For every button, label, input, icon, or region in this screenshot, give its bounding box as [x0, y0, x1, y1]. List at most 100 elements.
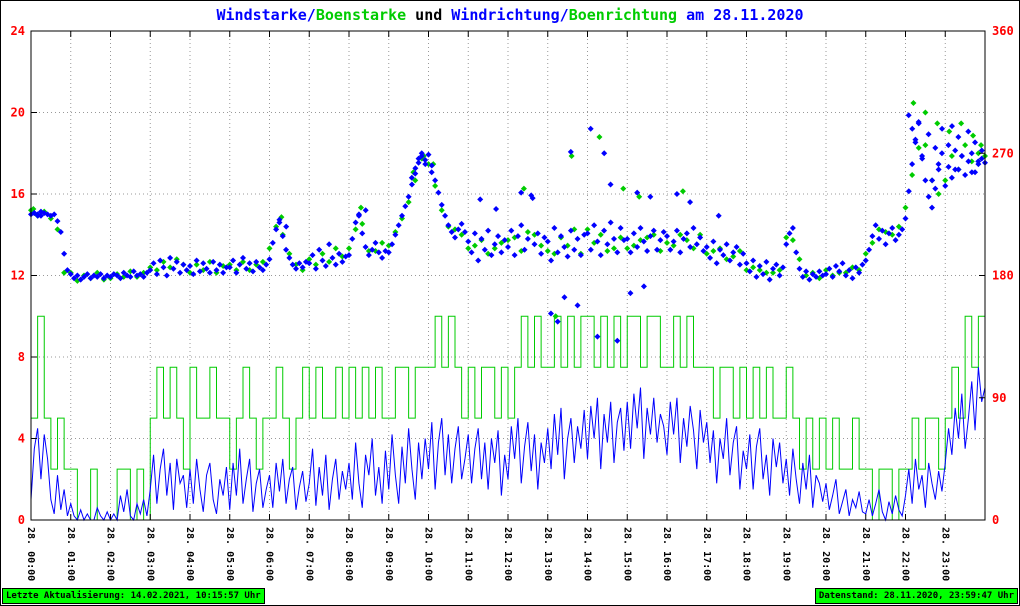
- chart-title-segment: Boenrichtung: [568, 6, 678, 24]
- wind-direction-point: [978, 155, 985, 162]
- wind-direction-point: [309, 252, 316, 259]
- wind-direction-point: [283, 223, 290, 230]
- wind-direction-point: [859, 261, 866, 268]
- wind-direction-point: [922, 177, 929, 184]
- wind-direction-point: [710, 238, 717, 245]
- gust-direction-point: [789, 237, 796, 244]
- wind-direction-point: [97, 271, 104, 278]
- wind-direction-point: [842, 272, 849, 279]
- wind-direction-point: [925, 131, 932, 138]
- wind-direction-point: [505, 243, 511, 250]
- x-axis-label: 28. 10:00: [423, 527, 434, 581]
- wind-direction-point: [548, 257, 555, 264]
- y-axis-label-right: 90: [992, 391, 1006, 405]
- gust-direction-point: [286, 250, 293, 257]
- wind-direction-point: [839, 260, 846, 267]
- wind-direction-point: [905, 112, 912, 119]
- wind-direction-point: [236, 261, 243, 268]
- gust-direction-point: [498, 239, 505, 246]
- wind-direction-point: [783, 241, 790, 248]
- wind-direction-point: [945, 142, 952, 149]
- wind-direction-point: [306, 260, 313, 267]
- wind-direction-point: [929, 177, 936, 184]
- wind-direction-point: [750, 257, 757, 264]
- wind-direction-point: [240, 254, 246, 261]
- gust-direction-point: [902, 204, 909, 211]
- wind-direction-point: [717, 246, 723, 253]
- gust-direction-point: [339, 253, 346, 260]
- wind-direction-point: [700, 248, 707, 255]
- wind-direction-point: [418, 150, 425, 157]
- wind-direction-point: [114, 272, 121, 279]
- wind-direction-point: [362, 243, 369, 250]
- gust-direction-point: [935, 191, 942, 197]
- wind-direction-point: [475, 257, 482, 264]
- x-axis-label: 28. 16:00: [661, 527, 672, 581]
- gust-direction-point: [357, 204, 364, 211]
- y-axis-label-left: 12: [11, 269, 25, 283]
- gust-direction-point: [30, 205, 37, 212]
- wind-direction-point: [919, 155, 926, 162]
- wind-direction-point: [945, 163, 952, 170]
- wind-direction-point: [153, 271, 160, 278]
- y-axis-label-left: 0: [18, 513, 25, 527]
- wind-direction-point: [915, 119, 922, 126]
- wind-direction-point: [753, 273, 760, 280]
- chart-title: Windstarke/Boenstarke und Windrichtung/B…: [1, 6, 1019, 24]
- wind-direction-point: [312, 265, 319, 272]
- wind-direction-point: [389, 241, 396, 248]
- wind-direction-point: [756, 262, 763, 269]
- wind-direction-point: [150, 260, 157, 267]
- wind-direction-point: [326, 241, 333, 248]
- wind-direction-point: [392, 231, 399, 238]
- wind-direction-point: [402, 203, 409, 210]
- wind-direction-point: [869, 233, 876, 240]
- wind-direction-point: [352, 219, 359, 226]
- wind-direction-point: [61, 250, 68, 257]
- wind-direction-point: [952, 166, 959, 173]
- wind-direction-point: [968, 150, 975, 157]
- wind-direction-point: [481, 246, 488, 253]
- wind-direction-point: [574, 235, 581, 242]
- wind-direction-point: [37, 208, 44, 215]
- wind-direction-point: [693, 241, 700, 248]
- y-axis-label-left: 24: [11, 24, 25, 38]
- wind-direction-point: [190, 271, 197, 278]
- wind-direction-point: [935, 166, 942, 173]
- wind-direction-point: [336, 250, 343, 257]
- data-timestamp-label: Datenstand: 28.11.2020, 23:59:47 Uhr: [814, 588, 1018, 604]
- wind-direction-point: [71, 275, 78, 282]
- gust-direction-point: [776, 267, 783, 274]
- wind-direction-point: [31, 210, 38, 217]
- gust-direction-point: [465, 245, 472, 252]
- gust-direction-point: [240, 258, 246, 265]
- gust-direction-point: [677, 231, 684, 238]
- gust-direction-point: [946, 128, 953, 135]
- wind-direction-point: [286, 254, 293, 261]
- wind-direction-point: [899, 226, 906, 233]
- wind-direction-point: [495, 233, 502, 240]
- wind-direction-point: [100, 275, 107, 282]
- wind-direction-point: [160, 264, 167, 271]
- gust-direction-point: [736, 248, 743, 255]
- wind-direction-point: [412, 170, 419, 177]
- wind-direction-point: [117, 275, 124, 282]
- wind-direction-point: [143, 269, 150, 276]
- wind-direction-point: [574, 302, 581, 309]
- wind-direction-point: [379, 254, 386, 261]
- wind-direction-point: [799, 273, 806, 280]
- wind-direction-point: [233, 269, 240, 276]
- gust-direction-point: [544, 248, 551, 255]
- gust-direction-point: [922, 142, 929, 149]
- wind-direction-point: [346, 252, 352, 259]
- x-axis-label: 28. 15:00: [621, 527, 632, 581]
- wind-direction-point: [601, 227, 608, 234]
- gust-direction-point: [319, 250, 326, 257]
- wind-direction-point: [442, 212, 449, 219]
- wind-direction-point: [485, 227, 492, 234]
- wind-direction-point: [939, 125, 946, 132]
- gust-direction-point: [710, 248, 717, 255]
- wind-direction-point: [230, 257, 237, 264]
- x-axis-label: 28. 12:00: [502, 527, 513, 581]
- wind-direction-point: [137, 271, 144, 278]
